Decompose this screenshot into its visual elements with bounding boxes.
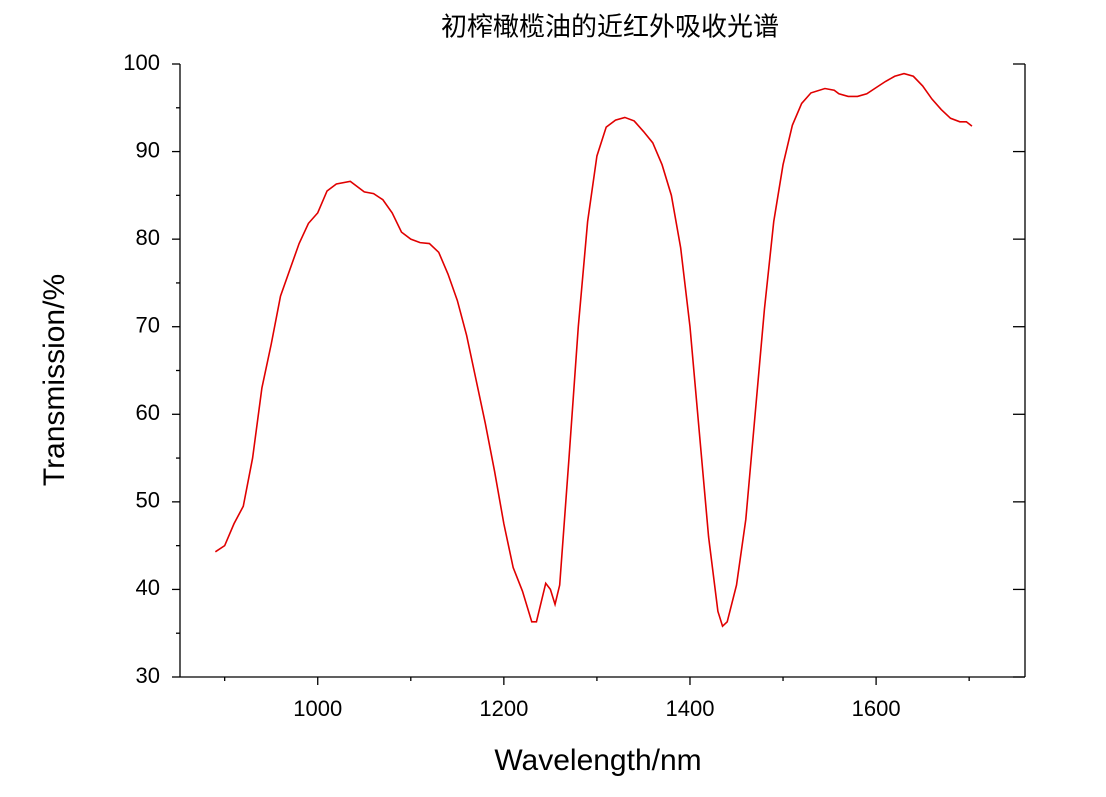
y-tick-label: 40: [136, 575, 160, 600]
y-axis-label: Transmission/%: [38, 274, 71, 486]
x-tick-label: 1600: [852, 696, 901, 721]
x-axis-label: Wavelength/nm: [494, 744, 701, 777]
y-tick-label: 50: [136, 488, 160, 513]
y-tick-label: 30: [136, 663, 160, 688]
chart-title: 初榨橄榄油的近红外吸收光谱: [441, 13, 779, 43]
spectrum-line: [214, 72, 973, 628]
y-tick-label: 60: [136, 400, 160, 425]
x-tick-label: 1400: [666, 696, 715, 721]
x-tick-label: 1200: [479, 696, 528, 721]
y-tick-label: 80: [136, 225, 160, 250]
y-tick-label: 100: [123, 50, 160, 75]
x-tick-label: 1000: [293, 696, 342, 721]
y-tick-label: 70: [136, 313, 160, 338]
y-tick-label: 90: [136, 137, 160, 162]
